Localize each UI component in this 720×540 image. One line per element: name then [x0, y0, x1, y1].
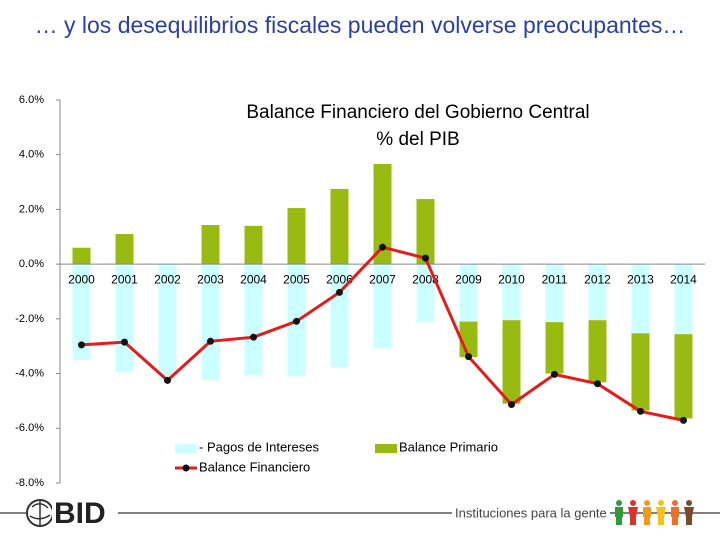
- bar: [72, 264, 91, 360]
- y-tick-label: 6.0%: [19, 94, 44, 106]
- line-marker: [78, 341, 85, 349]
- x-tick-label: 2003: [197, 272, 224, 286]
- y-tick-label: -4.0%: [15, 367, 44, 379]
- x-tick-label: 2006: [326, 272, 353, 286]
- y-tick-label: 4.0%: [19, 149, 44, 161]
- line-marker: [164, 376, 171, 384]
- x-tick-label: 2012: [584, 272, 611, 286]
- bar: [545, 264, 564, 323]
- bar: [330, 188, 349, 265]
- line-marker: [551, 370, 558, 378]
- x-tick-label: 2009: [455, 272, 482, 286]
- bar: [287, 208, 306, 265]
- tagline: Instituciones para la gente: [455, 505, 607, 520]
- legend-box: [160, 436, 530, 482]
- logo-globe-lines: [29, 500, 51, 526]
- legend-label: - Pagos de Intereses: [199, 439, 319, 454]
- bar: [631, 333, 650, 411]
- legend-swatch: [375, 444, 397, 453]
- bar: [674, 334, 693, 419]
- y-tick-label: -6.0%: [15, 422, 44, 434]
- logo-text: BID: [54, 497, 106, 530]
- x-tick-label: 2002: [154, 272, 181, 286]
- bar: [502, 264, 521, 321]
- bar: [158, 264, 177, 381]
- legend-swatch: [175, 444, 197, 453]
- y-tick-label: -2.0%: [15, 313, 44, 325]
- bar: [201, 225, 220, 265]
- legend-label: Balance Primario: [399, 439, 498, 454]
- line-marker: [336, 288, 343, 296]
- bar: [416, 264, 435, 323]
- slide-title: … y los desequilibrios fiscales pueden v…: [34, 12, 686, 38]
- line-marker: [207, 337, 214, 345]
- legend-label: Balance Financiero: [199, 459, 310, 474]
- x-tick-label: 2010: [498, 272, 525, 286]
- line-marker: [379, 243, 386, 251]
- line-marker: [680, 416, 687, 424]
- x-tick-label: 2007: [369, 272, 396, 286]
- x-tick-label: 2013: [627, 272, 654, 286]
- bar: [201, 264, 220, 381]
- y-tick-label: 2.0%: [19, 203, 44, 215]
- chart-title: Balance Financiero del Gobierno Central: [246, 102, 589, 123]
- line-marker: [121, 338, 128, 346]
- logo-bg: [52, 500, 118, 528]
- x-tick-label: 2000: [68, 272, 95, 286]
- bar: [244, 225, 263, 265]
- legend-marker: [182, 464, 190, 472]
- bar: [416, 199, 435, 265]
- bar: [459, 264, 478, 322]
- x-tick-label: 2001: [111, 272, 138, 286]
- bar: [502, 320, 521, 404]
- bar: [330, 264, 349, 368]
- line-marker: [594, 380, 601, 388]
- x-tick-label: 2005: [283, 272, 310, 286]
- bar: [72, 247, 91, 265]
- y-tick-label: -8.0%: [15, 477, 44, 489]
- bar: [244, 264, 263, 376]
- chart-subtitle: % del PIB: [376, 129, 459, 150]
- tagline-bg: [452, 504, 610, 524]
- line-marker: [508, 400, 515, 408]
- people-icons: [615, 500, 694, 525]
- bar: [545, 322, 564, 374]
- legend: - Pagos de Intereses Balance Primario Bala…: [160, 436, 530, 482]
- bar: [588, 264, 607, 321]
- bar: [373, 264, 392, 349]
- line-marker: [250, 333, 257, 341]
- bar: [373, 164, 392, 265]
- line-marker: [422, 254, 429, 262]
- x-tick-label: 2014: [670, 272, 697, 286]
- x-tick-label: 2004: [240, 272, 267, 286]
- y-tick-label: 0.0%: [19, 258, 44, 270]
- bar: [115, 234, 134, 265]
- line-marker: [637, 407, 644, 415]
- line-marker: [293, 317, 300, 325]
- x-tick-label: 2011: [542, 272, 568, 286]
- bar: [674, 264, 693, 335]
- bar: [588, 320, 607, 383]
- line-marker: [465, 353, 472, 361]
- bar: [631, 264, 650, 334]
